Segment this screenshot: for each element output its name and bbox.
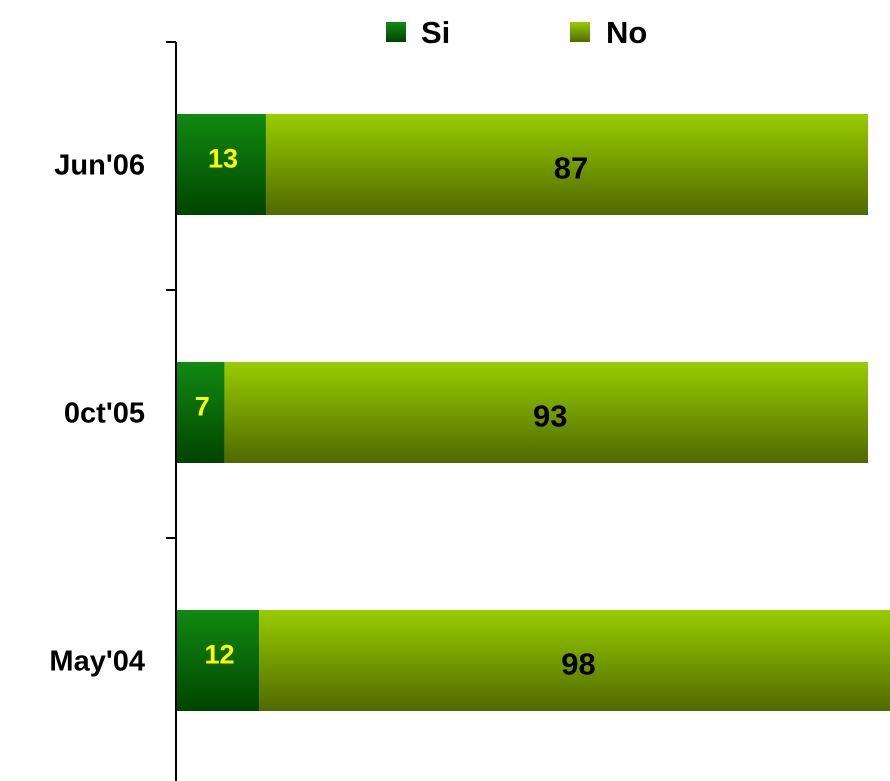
data-label-no: 93 bbox=[533, 399, 567, 434]
legend-swatch-no bbox=[570, 22, 590, 42]
data-label-si: 13 bbox=[208, 144, 238, 174]
bar-segment-no bbox=[259, 610, 890, 711]
category-label: May'04 bbox=[49, 646, 145, 678]
category-label: Jun'06 bbox=[54, 150, 145, 182]
bar-segment-si bbox=[176, 114, 266, 215]
bar-segment-no bbox=[224, 362, 868, 463]
data-label-si: 7 bbox=[195, 392, 210, 422]
legend-label-no: No bbox=[606, 15, 647, 50]
bar-segment-no bbox=[265, 114, 869, 215]
category-labels: Jun'06 0ct'05 May'04 bbox=[49, 150, 145, 678]
legend-label-si: Si bbox=[421, 15, 450, 50]
legend: Si No bbox=[386, 15, 647, 50]
bar-segment-si bbox=[176, 610, 260, 711]
data-label-no: 98 bbox=[561, 647, 595, 682]
legend-swatch-si bbox=[386, 22, 406, 42]
bars bbox=[176, 114, 890, 711]
data-label-no: 87 bbox=[554, 151, 588, 186]
bar-segment-si bbox=[176, 362, 225, 463]
category-axis bbox=[166, 41, 177, 781]
data-label-si: 12 bbox=[204, 640, 234, 670]
value-labels: 13 7 12 87 93 98 bbox=[195, 144, 596, 682]
category-label: 0ct'05 bbox=[64, 398, 145, 430]
